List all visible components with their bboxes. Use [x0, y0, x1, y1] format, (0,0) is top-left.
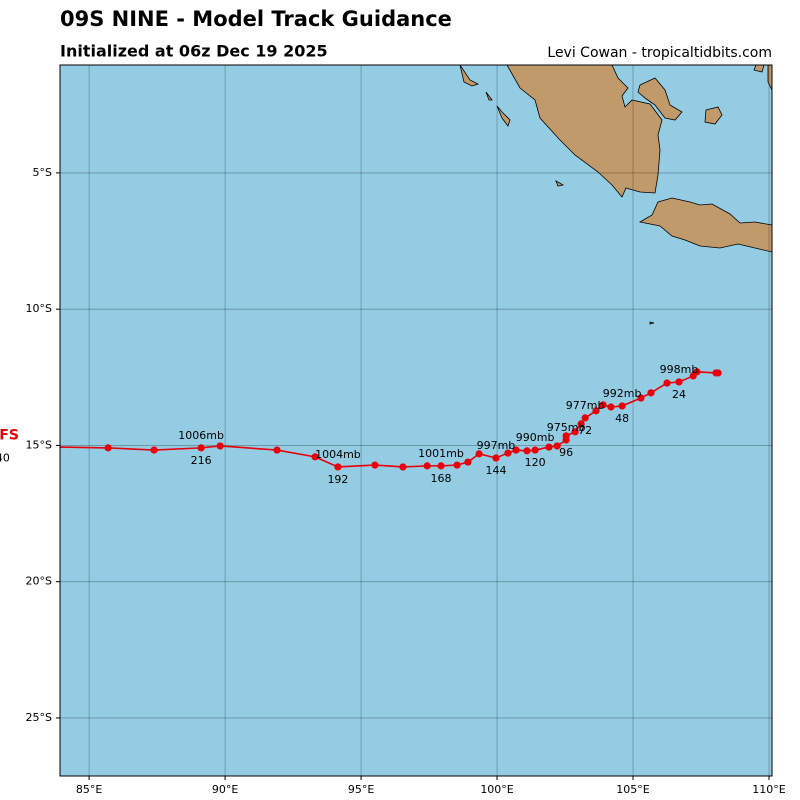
hour-label: 24	[672, 388, 686, 401]
island	[649, 321, 655, 325]
track-point	[475, 450, 483, 458]
track-point	[607, 403, 615, 411]
pressure-label: 975mb	[547, 421, 586, 434]
track-point	[571, 428, 579, 436]
track-clip	[60, 368, 722, 471]
y-tick-label: 25°S	[26, 711, 52, 724]
track-line	[60, 371, 719, 468]
hour-label: 120	[525, 456, 546, 469]
java	[638, 197, 772, 253]
credit: Levi Cowan - tropicaltidbits.com	[547, 45, 772, 61]
island	[555, 180, 565, 187]
track-point	[371, 461, 379, 469]
track-point	[437, 462, 445, 470]
track: 24 998mb 48 992mb 72 977mb 96 975mb 120 990mb 144 9…	[0, 363, 722, 486]
series-label: GFS	[0, 427, 19, 443]
track-point	[647, 389, 655, 397]
hour-label: 72	[578, 424, 592, 437]
track-point	[492, 454, 500, 462]
hour-label: 192	[327, 473, 348, 486]
track-point	[689, 372, 697, 380]
track-point	[577, 420, 585, 428]
track-point	[663, 379, 671, 387]
island	[767, 65, 772, 91]
track-point	[523, 447, 531, 455]
x-tick-label: 95°E	[348, 783, 374, 796]
y-tick-label: 5°S	[33, 166, 52, 179]
track-point	[512, 446, 520, 454]
y-tick-label: 15°S	[26, 438, 52, 451]
track-point	[531, 446, 539, 454]
hour-label: 240	[0, 451, 10, 464]
track-point	[273, 446, 281, 454]
pressure-label: 990mb	[516, 431, 555, 444]
track-point	[712, 369, 720, 377]
hour-label: 216	[191, 454, 212, 467]
y-tick-label: 20°S	[26, 575, 52, 588]
hour-label: 96	[559, 446, 573, 459]
y-tick-label: 10°S	[26, 302, 52, 315]
pressure-label: 997mb	[477, 439, 516, 452]
track-point	[581, 414, 589, 422]
track-point	[675, 378, 683, 386]
ocean	[60, 65, 772, 776]
island	[459, 65, 480, 87]
land	[459, 65, 772, 325]
plot-frame	[59, 64, 773, 777]
grid	[60, 65, 772, 776]
track-point	[104, 444, 112, 452]
track-point	[464, 458, 472, 466]
track-point	[216, 442, 224, 450]
track-point	[545, 443, 553, 451]
track-point	[334, 463, 342, 471]
track-point	[562, 436, 570, 444]
x-tick-label: 105°E	[616, 783, 649, 796]
hour-label: 48	[615, 412, 629, 425]
pressure-label: 977mb	[566, 399, 605, 412]
track-point	[504, 449, 512, 457]
x-tick-label: 100°E	[480, 783, 513, 796]
chart-subtitle: Initialized at 06z Dec 19 2025	[60, 42, 328, 61]
pressure-label: 1006mb	[178, 429, 224, 442]
track-point	[618, 402, 626, 410]
island	[496, 105, 511, 127]
track-point	[150, 446, 158, 454]
track-point	[453, 461, 461, 469]
track-point	[399, 463, 407, 471]
x-tick-label: 85°E	[76, 783, 102, 796]
track-point	[423, 462, 431, 470]
sumatra	[506, 65, 663, 198]
pressure-label: 1001mb	[418, 447, 464, 460]
hour-label: 144	[485, 464, 506, 477]
track-point	[553, 442, 561, 450]
track-point	[311, 453, 319, 461]
track-point	[637, 394, 645, 402]
pressure-label: 998mb	[660, 363, 699, 376]
island	[753, 65, 765, 73]
x-tick-label: 90°E	[212, 783, 238, 796]
hour-label: 168	[431, 472, 452, 485]
chart-title: 09S NINE - Model Track Guidance	[60, 7, 452, 31]
pressure-label: 1004mb	[315, 448, 361, 461]
track-point	[197, 444, 205, 452]
track-point	[599, 401, 607, 409]
island	[704, 106, 723, 125]
track-point	[592, 407, 600, 415]
pressure-label: 992mb	[603, 387, 642, 400]
x-tick-label: 110°E	[752, 783, 785, 796]
island	[637, 77, 683, 121]
island	[485, 91, 493, 101]
